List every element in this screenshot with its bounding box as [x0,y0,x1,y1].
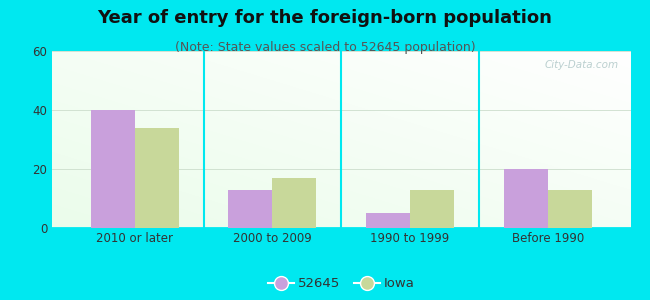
Text: Year of entry for the foreign-born population: Year of entry for the foreign-born popul… [98,9,552,27]
Bar [272,178,317,228]
Legend: 52645, Iowa: 52645, Iowa [263,272,420,296]
Text: City-Data.com: City-Data.com [545,60,619,70]
Text: (Note: State values scaled to 52645 population): (Note: State values scaled to 52645 popu… [175,40,475,53]
Bar [410,190,454,228]
Bar [228,190,272,228]
Bar [548,190,592,228]
Bar [504,169,548,228]
Bar [135,128,179,228]
Bar [366,213,410,228]
Bar [90,110,135,228]
